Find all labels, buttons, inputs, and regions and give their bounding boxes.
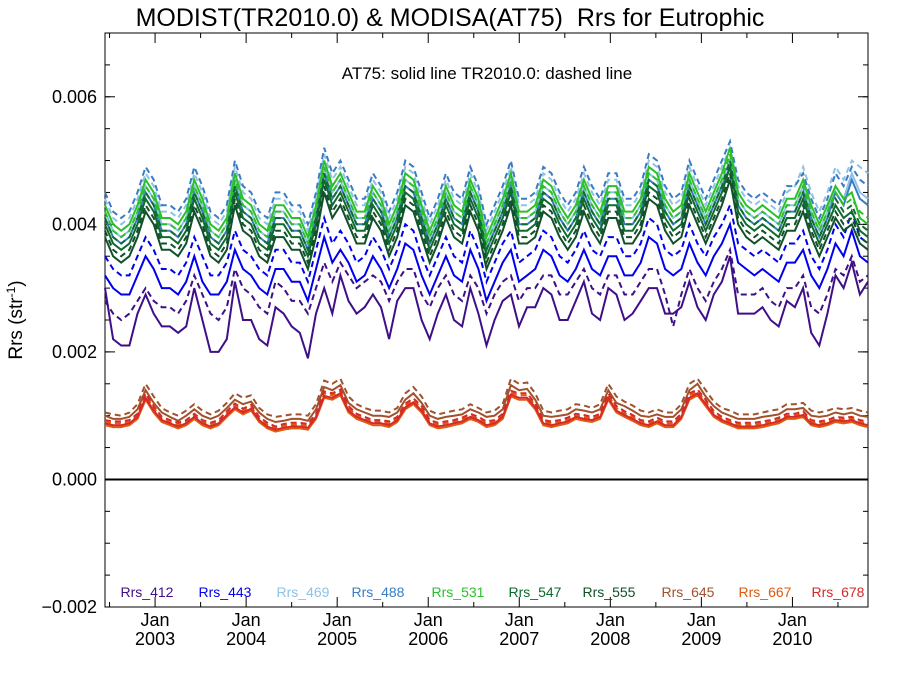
legend: Rrs_412 Rrs_443 Rrs_469 Rrs_488 Rrs_531 Rrs_5…: [121, 584, 865, 600]
legend-item-rrs-555: Rrs_555: [583, 584, 636, 600]
series-line-solid-rrs-555: [104, 179, 869, 273]
y-tick-label: 0.004: [52, 214, 97, 234]
y-axis-title-main: Rrs (str: [6, 297, 27, 360]
series-line-dashed-rrs-531: [104, 153, 869, 247]
x-tick-month: Jan: [414, 610, 443, 630]
x-tick-month: Jan: [141, 610, 170, 630]
legend-item-rrs-488: Rrs_488: [352, 584, 405, 600]
x-tick-month: Jan: [778, 610, 807, 630]
series-line-dashed-rrs-412: [104, 246, 869, 327]
series-line-dashed-rrs-488: [104, 138, 869, 228]
legend-item-rrs-678: Rrs_678: [812, 584, 865, 600]
y-tick-label: −0.002: [41, 597, 97, 617]
x-tick-month: Jan: [687, 610, 716, 630]
series-line-dashed-rrs-645: [104, 377, 869, 418]
x-tick-month: Jan: [323, 610, 352, 630]
x-tick-month: Jan: [232, 610, 261, 630]
y-tick-label: 0.006: [52, 87, 97, 107]
series-line-dashed-rrs-469: [104, 144, 869, 235]
series-line-dashed-rrs-555: [104, 172, 869, 266]
x-tick-month: Jan: [505, 610, 534, 630]
series-line-solid-rrs-547: [104, 166, 869, 260]
legend-item-rrs-547: Rrs_547: [509, 584, 562, 600]
series-line-dashed-rrs-667: [104, 390, 869, 430]
series-lines: [104, 138, 869, 433]
x-tick-month: Jan: [596, 610, 625, 630]
series-line-dashed-rrs-547: [104, 160, 869, 254]
series-line-dashed-rrs-443: [104, 201, 869, 285]
chart-title: MODIST(TR2010.0) & MODISA(AT75) Rrs for …: [135, 4, 765, 32]
legend-item-rrs-469: Rrs_469: [277, 584, 330, 600]
y-tick-label: 0.002: [52, 342, 97, 362]
y-tick-label: 0.000: [52, 469, 97, 489]
series-line-solid-rrs-412: [104, 255, 869, 359]
x-tick-year: 2008: [590, 629, 630, 649]
legend-item-rrs-412: Rrs_412: [121, 584, 174, 600]
series-line-dashed-rrs-678: [104, 388, 869, 428]
legend-item-rrs-667: Rrs_667: [739, 584, 792, 600]
y-axis: −0.002 0.000 0.002 0.004 0.006: [41, 32, 868, 617]
x-tick-year: 2005: [317, 629, 357, 649]
x-tick-year: 2003: [135, 629, 175, 649]
y-axis-title-close: ): [6, 280, 27, 286]
legend-item-rrs-645: Rrs_645: [662, 584, 715, 600]
legend-item-rrs-443: Rrs_443: [199, 584, 252, 600]
series-line-solid-rrs-443: [104, 220, 869, 305]
x-tick-year: 2006: [408, 629, 448, 649]
series-line-solid-rrs-667: [104, 393, 869, 433]
annotation-text: AT75: solid line TR2010.0: dashed line: [342, 64, 632, 83]
y-axis-title: Rrs (str-1): [4, 280, 27, 359]
x-tick-year: 2004: [226, 629, 266, 649]
x-tick-year: 2009: [681, 629, 721, 649]
x-axis: Jan2003Jan2004Jan2005Jan2006Jan2007Jan20…: [109, 33, 839, 649]
y-axis-title-sup: -1: [4, 286, 18, 297]
x-tick-year: 2010: [772, 629, 812, 649]
x-tick-year: 2007: [499, 629, 539, 649]
series-line-solid-rrs-678: [104, 391, 869, 431]
series-line-solid-rrs-531: [104, 147, 869, 241]
series-line-solid-rrs-645: [104, 382, 869, 424]
legend-item-rrs-531: Rrs_531: [432, 584, 485, 600]
